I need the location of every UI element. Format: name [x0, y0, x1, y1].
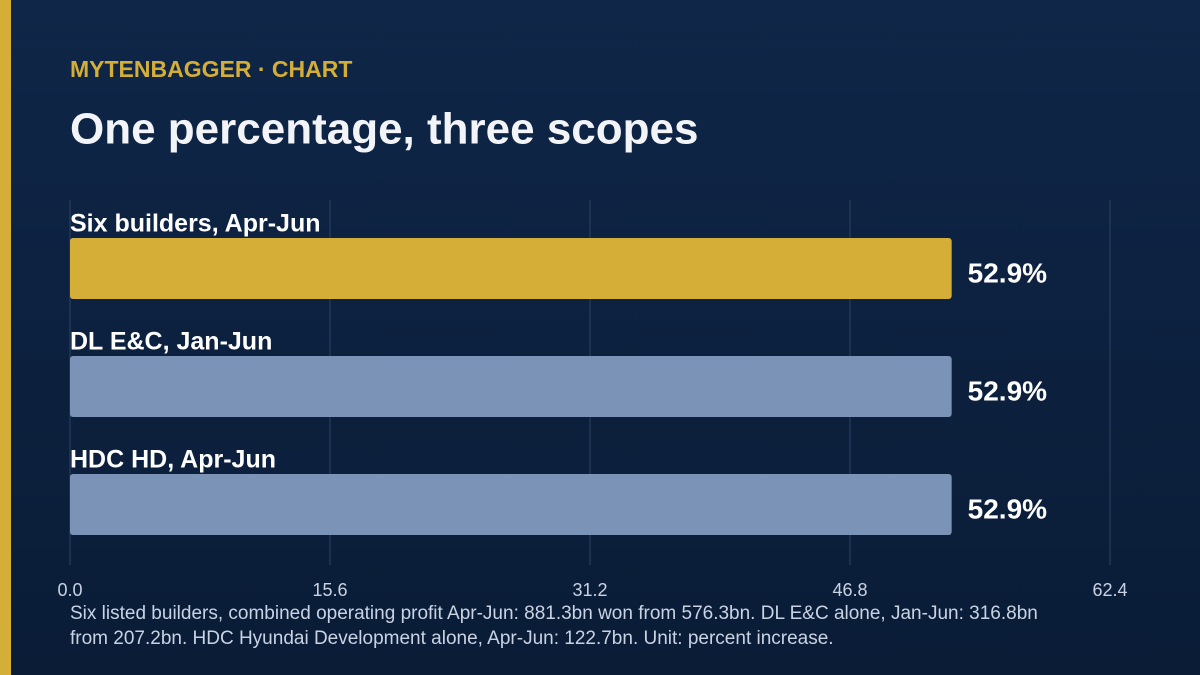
x-tick-label: 62.4: [1092, 580, 1127, 600]
category-label: Six builders, Apr-Jun: [70, 210, 321, 238]
kicker: MYTENBAGGER · CHART: [70, 56, 352, 82]
x-tick-label: 15.6: [312, 580, 347, 600]
x-tick-label: 46.8: [832, 580, 867, 600]
x-tick-label: 0.0: [57, 580, 82, 600]
category-label: DL E&C, Jan-Jun: [70, 328, 272, 356]
footnote: Six listed builders, combined operating …: [70, 603, 1038, 649]
value-label: 52.9%: [968, 257, 1047, 288]
value-label: 52.9%: [968, 375, 1047, 406]
value-label: 52.9%: [968, 493, 1047, 524]
x-tick-label: 31.2: [572, 580, 607, 600]
category-label: HDC HD, Apr-Jun: [70, 446, 276, 474]
bar: [70, 356, 952, 417]
accent-stripe: [0, 0, 11, 675]
chart-title: One percentage, three scopes: [70, 105, 698, 154]
bar: [70, 474, 952, 535]
bar: [70, 238, 952, 299]
